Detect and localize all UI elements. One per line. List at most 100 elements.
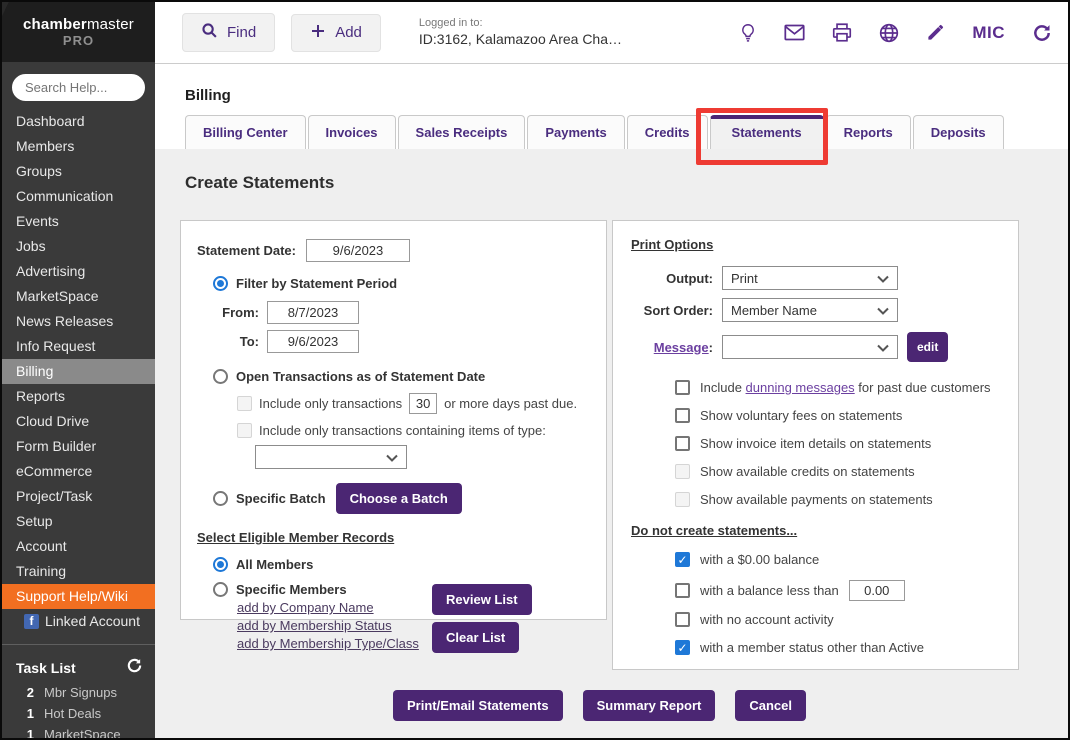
tab-statements[interactable]: Statements: [695, 108, 828, 165]
sidebar-item-communication[interactable]: Communication: [16, 188, 114, 204]
message-link[interactable]: Message: [653, 339, 709, 355]
dunning-messages-checkbox[interactable]: [675, 380, 690, 395]
lightbulb-icon[interactable]: [739, 23, 757, 43]
filter-period-radio[interactable]: [213, 276, 228, 291]
invoice-item-details-checkbox[interactable]: [675, 436, 690, 451]
find-button[interactable]: Find: [182, 13, 276, 52]
items-of-type-select[interactable]: [255, 445, 407, 469]
sidebar-item-news-releases[interactable]: News Releases: [16, 313, 114, 329]
tab-credits[interactable]: Credits: [626, 115, 708, 149]
help-search-input[interactable]: [12, 74, 145, 101]
from-date-input[interactable]: [267, 301, 359, 324]
sidebar-item-info-request[interactable]: Info Request: [16, 338, 96, 354]
zero-balance-checkbox[interactable]: ✓: [675, 552, 690, 567]
specific-members-radio[interactable]: [213, 582, 228, 597]
clear-list-button[interactable]: Clear List: [432, 622, 520, 653]
chevron-down-icon: [386, 450, 398, 465]
cancel-button[interactable]: Cancel: [735, 690, 806, 721]
sidebar-item-ecommerce[interactable]: eCommerce: [16, 463, 93, 479]
tab-billing-center[interactable]: Billing Center: [185, 115, 306, 149]
tab-statements-label: Statements: [731, 125, 802, 140]
printer-icon[interactable]: [832, 23, 852, 42]
mic-label[interactable]: MIC: [972, 22, 1005, 42]
pencil-icon[interactable]: [926, 23, 945, 42]
sidebar-item-support-help-wiki[interactable]: Support Help/Wiki: [2, 584, 155, 609]
summary-report-button[interactable]: Summary Report: [582, 690, 716, 721]
chevron-down-icon: [877, 303, 889, 318]
add-by-membership-type-link[interactable]: add by Membership Type/Class: [237, 636, 419, 651]
logged-in-caption: Logged in to:: [418, 16, 483, 29]
sidebar-item-billing[interactable]: Billing: [2, 359, 155, 384]
logo-bold: chamber: [23, 16, 87, 33]
add-by-membership-status-link[interactable]: add by Membership Status: [237, 618, 392, 633]
task-list: Task List 2 Mbr Signups 1 Hot Deals 1 Ma…: [2, 645, 155, 740]
sidebar-item-form-builder[interactable]: Form Builder: [16, 438, 97, 454]
zero-balance-label: with a $0.00 balance: [700, 552, 820, 567]
add-by-company-name-link[interactable]: add by Company Name: [237, 600, 374, 615]
sidebar-item-advertising[interactable]: Advertising: [16, 263, 86, 279]
balance-less-than-input[interactable]: [848, 580, 905, 601]
member-status-label: with a member status other than Active: [700, 640, 924, 655]
sidebar-item-marketspace[interactable]: MarketSpace: [16, 288, 99, 304]
tab-deposits[interactable]: Deposits: [912, 115, 1004, 149]
dunning-messages-link[interactable]: dunning messages: [745, 380, 855, 395]
to-date-input[interactable]: [267, 330, 359, 353]
available-payments-checkbox[interactable]: [675, 492, 690, 507]
all-members-label: All Members: [236, 557, 314, 572]
specific-batch-radio[interactable]: [213, 491, 228, 506]
task-label: Mbr Signups: [44, 685, 117, 700]
task-item-mbr-signups[interactable]: 2 Mbr Signups: [16, 685, 143, 700]
task-item-marketspace[interactable]: 1 MarketSpace: [16, 727, 143, 740]
sidebar-item-dashboard[interactable]: Dashboard: [16, 113, 85, 129]
sidebar-item-jobs[interactable]: Jobs: [16, 238, 46, 254]
logo-text: chambermaster: [23, 16, 134, 33]
print-email-statements-button[interactable]: Print/Email Statements: [393, 690, 563, 721]
mail-icon[interactable]: [784, 24, 805, 41]
no-account-activity-checkbox[interactable]: [675, 612, 690, 627]
sidebar-item-account[interactable]: Account: [16, 538, 67, 554]
globe-icon[interactable]: [879, 23, 899, 43]
open-transactions-radio[interactable]: [213, 369, 228, 384]
available-credits-checkbox[interactable]: [675, 464, 690, 479]
add-label: Add: [335, 24, 362, 41]
balance-less-than-checkbox[interactable]: [675, 583, 690, 598]
task-count: 1: [26, 727, 34, 740]
output-select[interactable]: Print: [722, 266, 898, 290]
add-button[interactable]: Add: [291, 13, 381, 52]
sidebar-item-project-task[interactable]: Project/Task: [16, 488, 93, 504]
review-list-button[interactable]: Review List: [432, 584, 532, 615]
sidebar-item-members[interactable]: Members: [16, 138, 75, 154]
sidebar-item-cloud-drive[interactable]: Cloud Drive: [16, 413, 90, 429]
all-members-radio[interactable]: [213, 557, 228, 572]
refresh-icon[interactable]: [126, 657, 143, 679]
days-past-due-checkbox[interactable]: [237, 396, 252, 411]
logged-in-value: ID:3162, Kalamazoo Area Cha…: [418, 30, 623, 47]
sort-order-select[interactable]: Member Name: [722, 298, 898, 322]
refresh-icon[interactable]: [1032, 23, 1052, 43]
sidebar-item-groups[interactable]: Groups: [16, 163, 62, 179]
tab-sales-receipts[interactable]: Sales Receipts: [397, 115, 526, 149]
days-past-due-input[interactable]: [409, 393, 438, 414]
message-select[interactable]: [722, 335, 898, 359]
task-item-hot-deals[interactable]: 1 Hot Deals: [16, 706, 143, 721]
tab-payments[interactable]: Payments: [527, 115, 625, 149]
sidebar-item-reports[interactable]: Reports: [16, 388, 66, 404]
sidebar-item-training[interactable]: Training: [16, 563, 67, 579]
statement-date-input[interactable]: [305, 239, 410, 262]
days-past-due-suffix: or more days past due.: [444, 396, 578, 411]
edit-message-button[interactable]: edit: [907, 332, 949, 362]
member-status-checkbox[interactable]: ✓: [675, 640, 690, 655]
logo-pro-label: PRO: [62, 33, 95, 48]
items-of-type-checkbox[interactable]: [237, 423, 252, 438]
output-select-value: Print: [731, 270, 758, 286]
sidebar-item-events[interactable]: Events: [16, 213, 59, 229]
sidebar-item-setup[interactable]: Setup: [16, 513, 53, 529]
choose-batch-button[interactable]: Choose a Batch: [335, 483, 462, 514]
sidebar-item-linked-account[interactable]: f Linked Account: [2, 609, 155, 634]
sidebar: chambermaster PRO Dashboard Members Grou…: [2, 2, 155, 738]
voluntary-fees-checkbox[interactable]: [675, 408, 690, 423]
tab-invoices[interactable]: Invoices: [307, 115, 396, 149]
tab-reports[interactable]: Reports: [825, 115, 911, 149]
eligible-records-heading: Select Eligible Member Records: [197, 530, 395, 545]
